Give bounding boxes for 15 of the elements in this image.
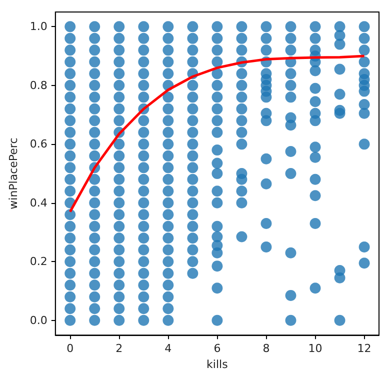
x-tick-label: 10	[308, 342, 322, 356]
x-tick-label: 8	[262, 342, 270, 356]
x-tick-label: 6	[214, 342, 221, 356]
y-axis-title: winPlacePerc	[7, 138, 20, 210]
y-tick-label: 0.8	[30, 78, 48, 92]
x-tick-label: 2	[116, 342, 123, 356]
x-tick-label: 4	[164, 342, 172, 356]
x-tick-label: 0	[66, 342, 74, 356]
y-tick-label: 0.4	[30, 196, 48, 210]
x-tick-label: 12	[357, 342, 372, 356]
y-tick-label: 0.6	[30, 138, 48, 151]
y-tick-label: 0.0	[30, 314, 48, 327]
y-tick-label: 1.0	[30, 20, 48, 34]
x-axis-title: kills	[206, 358, 228, 371]
y-tick-label: 0.2	[30, 255, 48, 268]
